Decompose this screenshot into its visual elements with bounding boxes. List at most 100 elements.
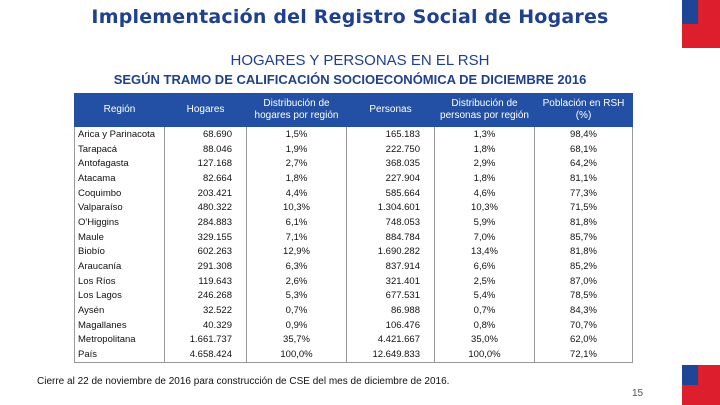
table-row: Antofagasta 127.168 2,7% 368.035 2,9% 64,2% bbox=[74, 156, 633, 172]
table-row: Los Ríos 119.643 2,6% 321.401 2,5% 87,0% bbox=[74, 273, 633, 289]
flag-blue-block bbox=[682, 0, 698, 24]
table-row: País 4.658.424 100,0% 12.649.833 100,0% 72,1% bbox=[74, 347, 633, 364]
table-row: Los Lagos 246.268 5,3% 677.531 5,4% 78,5% bbox=[74, 288, 633, 304]
cell-personas: 368.035 bbox=[346, 156, 435, 172]
cell-hogares: 480.322 bbox=[164, 200, 247, 216]
cell-poblacion: 81,8% bbox=[534, 215, 633, 230]
footnote: Cierre al 22 de noviembre de 2016 para c… bbox=[37, 376, 450, 387]
cell-hogares: 203.421 bbox=[164, 185, 247, 201]
cell-personas: 1.690.282 bbox=[346, 244, 435, 260]
cell-dist-hogares: 1,8% bbox=[246, 171, 347, 186]
cell-poblacion: 77,3% bbox=[534, 185, 633, 201]
cell-dist-personas: 1,8% bbox=[434, 141, 535, 157]
cell-personas: 321.401 bbox=[346, 273, 435, 289]
page-number: 15 bbox=[632, 388, 644, 399]
cell-hogares: 82.664 bbox=[164, 171, 247, 186]
cell-personas: 884.784 bbox=[346, 229, 435, 245]
cell-dist-hogares: 100,0% bbox=[246, 347, 347, 364]
cell-dist-personas: 1,3% bbox=[434, 125, 535, 142]
cell-hogares: 40.329 bbox=[164, 317, 247, 333]
table-header-row: Región Hogares Distribución de hogares p… bbox=[74, 93, 633, 127]
flag-blue-block bbox=[682, 365, 698, 385]
cell-hogares: 284.883 bbox=[164, 215, 247, 230]
cell-dist-personas: 100,0% bbox=[434, 347, 535, 364]
cell-region: Maule bbox=[74, 229, 165, 245]
table-row: Maule 329.155 7,1% 884.784 7,0% 85,7% bbox=[74, 229, 633, 245]
cell-region: Coquimbo bbox=[74, 185, 165, 201]
cell-dist-personas: 5,4% bbox=[434, 288, 535, 304]
table-row: Metropolitana 1.661.737 35,7% 4.421.667 35,0… bbox=[74, 332, 633, 348]
flag-red-block bbox=[698, 365, 720, 385]
table-subtitle: HOGARES Y PERSONAS EN EL RSH bbox=[230, 52, 490, 69]
cell-region: País bbox=[74, 347, 165, 364]
cell-region: Tarapacá bbox=[74, 141, 165, 157]
cell-dist-hogares: 10,3% bbox=[246, 200, 347, 216]
cell-personas: 1.304.601 bbox=[346, 200, 435, 216]
cell-dist-hogares: 35,7% bbox=[246, 332, 347, 348]
cell-dist-personas: 13,4% bbox=[434, 244, 535, 260]
cell-hogares: 291.308 bbox=[164, 259, 247, 274]
cell-poblacion: 70,7% bbox=[534, 317, 633, 333]
cell-region: Metropolitana bbox=[74, 332, 165, 348]
page-title: Implementación del Registro Social de Ho… bbox=[91, 6, 609, 28]
flag-red-bottom-block bbox=[682, 385, 720, 405]
header-dist-hogares: Distribución de hogares por región bbox=[246, 93, 347, 127]
rsh-table: Región Hogares Distribución de hogares p… bbox=[74, 93, 633, 364]
cell-personas: 12.649.833 bbox=[346, 347, 435, 364]
flag-red-block bbox=[698, 0, 720, 24]
cell-poblacion: 68,1% bbox=[534, 141, 633, 157]
cell-dist-hogares: 4,4% bbox=[246, 185, 347, 201]
cell-region: Biobío bbox=[74, 244, 165, 260]
header-poblacion: Población en RSH (%) bbox=[534, 93, 633, 127]
cell-poblacion: 81,8% bbox=[534, 244, 633, 260]
cell-hogares: 88.046 bbox=[164, 141, 247, 157]
table-row: Magallanes 40.329 0,9% 106.476 0,8% 70,7% bbox=[74, 317, 633, 333]
cell-dist-personas: 10,3% bbox=[434, 200, 535, 216]
cell-personas: 86.988 bbox=[346, 303, 435, 318]
table-row: Biobío 602.263 12,9% 1.690.282 13,4% 81,8% bbox=[74, 244, 633, 260]
cell-hogares: 127.168 bbox=[164, 156, 247, 172]
cell-region: Arica y Parinacota bbox=[74, 125, 165, 142]
cell-dist-hogares: 7,1% bbox=[246, 229, 347, 245]
cell-poblacion: 78,5% bbox=[534, 288, 633, 304]
cell-personas: 677.531 bbox=[346, 288, 435, 304]
cell-region: Antofagasta bbox=[74, 156, 165, 172]
cell-dist-personas: 2,9% bbox=[434, 156, 535, 172]
cell-dist-personas: 2,5% bbox=[434, 273, 535, 289]
cell-personas: 837.914 bbox=[346, 259, 435, 274]
cell-dist-personas: 1,8% bbox=[434, 171, 535, 186]
cell-hogares: 246.268 bbox=[164, 288, 247, 304]
table-row: Araucanía 291.308 6,3% 837.914 6,6% 85,2% bbox=[74, 259, 633, 274]
header-hogares: Hogares bbox=[164, 93, 247, 127]
cell-poblacion: 62,0% bbox=[534, 332, 633, 348]
cell-region: Araucanía bbox=[74, 259, 165, 274]
cell-hogares: 119.643 bbox=[164, 273, 247, 289]
cell-dist-personas: 7,0% bbox=[434, 229, 535, 245]
flag-logo-bottom bbox=[682, 365, 720, 405]
cell-personas: 165.183 bbox=[346, 125, 435, 142]
cell-dist-hogares: 2,7% bbox=[246, 156, 347, 172]
cell-region: Los Lagos bbox=[74, 288, 165, 304]
cell-dist-hogares: 6,1% bbox=[246, 215, 347, 230]
cell-poblacion: 87,0% bbox=[534, 273, 633, 289]
header-dist-personas: Distribución de personas por región bbox=[434, 93, 535, 127]
header-region: Región bbox=[74, 93, 165, 127]
cell-region: Atacama bbox=[74, 171, 165, 186]
cell-region: Valparaíso bbox=[74, 200, 165, 216]
header-personas: Personas bbox=[346, 93, 435, 127]
flag-logo-top bbox=[682, 0, 720, 48]
cell-region: O'Higgins bbox=[74, 215, 165, 230]
cell-dist-hogares: 5,3% bbox=[246, 288, 347, 304]
table-row: Aysén 32.522 0,7% 86.988 0,7% 84,3% bbox=[74, 303, 633, 318]
cell-dist-personas: 0,7% bbox=[434, 303, 535, 318]
cell-dist-hogares: 0,7% bbox=[246, 303, 347, 318]
table-row: Valparaíso 480.322 10,3% 1.304.601 10,3% 71,5… bbox=[74, 200, 633, 216]
cell-hogares: 68.690 bbox=[164, 125, 247, 142]
cell-poblacion: 71,5% bbox=[534, 200, 633, 216]
cell-poblacion: 72,1% bbox=[534, 347, 633, 364]
cell-dist-personas: 4,6% bbox=[434, 185, 535, 201]
cell-personas: 748.053 bbox=[346, 215, 435, 230]
cell-hogares: 4.658.424 bbox=[164, 347, 247, 364]
cell-personas: 585.664 bbox=[346, 185, 435, 201]
cell-region: Los Ríos bbox=[74, 273, 165, 289]
